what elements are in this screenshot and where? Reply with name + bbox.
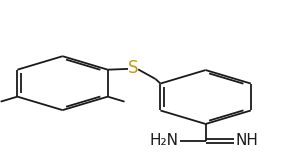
Text: NH: NH (235, 133, 258, 148)
Text: S: S (128, 59, 138, 77)
Text: H₂N: H₂N (150, 133, 179, 148)
